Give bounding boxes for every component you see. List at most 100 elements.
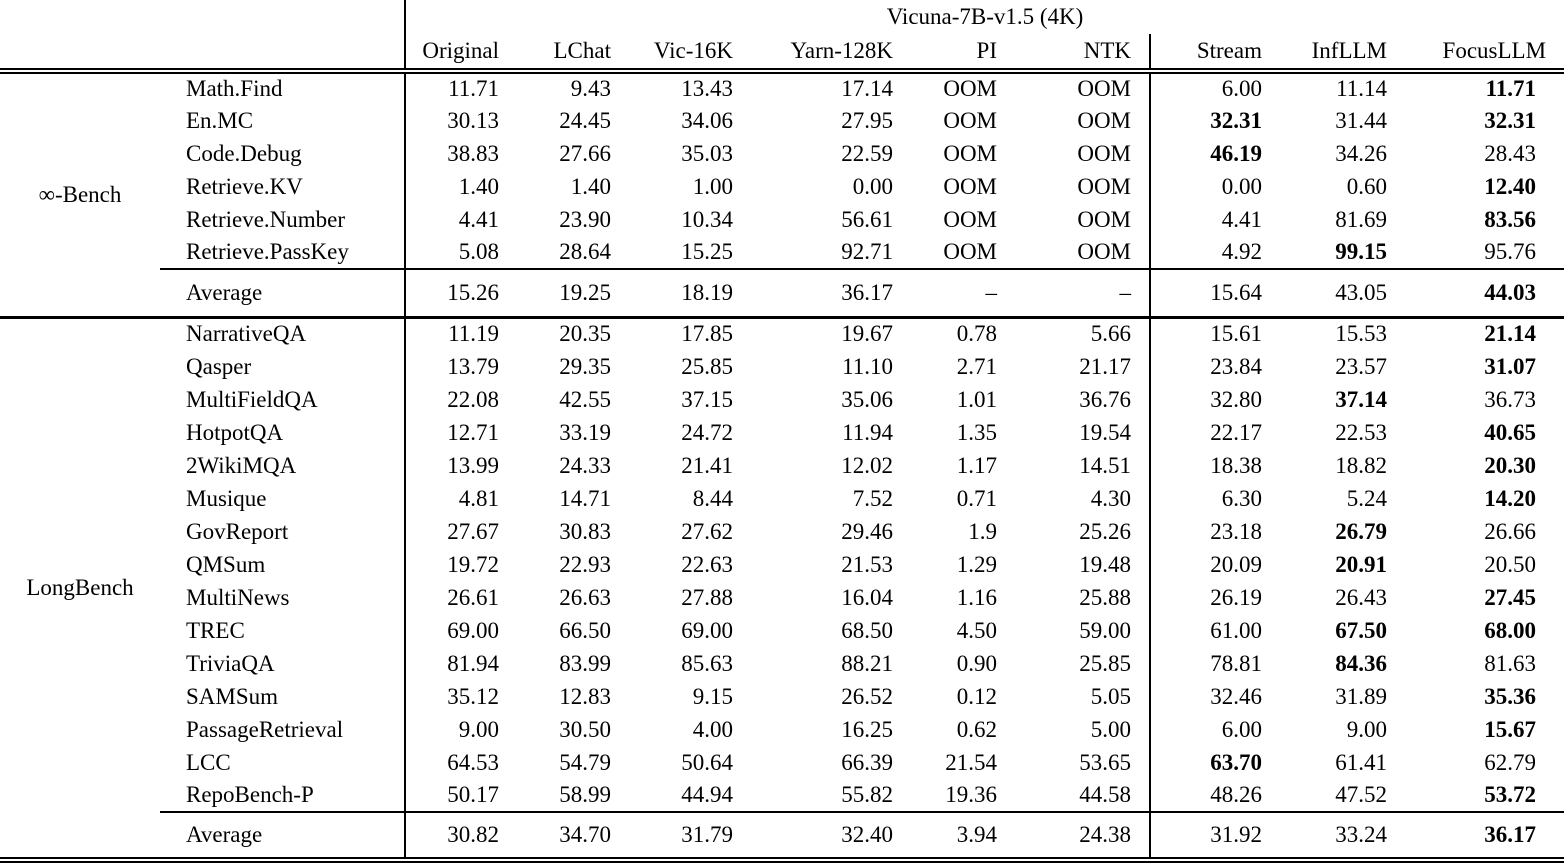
cell-vic-16k: 9.15 [692, 683, 733, 709]
cell-yarn-128k: 16.04 [841, 584, 893, 610]
table-row: PassageRetrieval 9.00 30.50 4.00 16.25 0.62 5.… [0, 713, 1564, 746]
cell-stream: 20.09 [1149, 548, 1280, 581]
cell-pi: 0.90 [956, 650, 997, 676]
cell-yarn-128k: 16.25 [841, 716, 893, 742]
cell-original: 13.79 [404, 350, 517, 383]
cell-ntk: 5.00 [1090, 716, 1131, 742]
task-label: PassageRetrieval [186, 716, 344, 742]
cell-vic-16k: 17.85 [681, 321, 733, 347]
table-row: Retrieve.KV 1.40 1.40 1.00 0.00 OOM OOM 0.00 0.6… [0, 170, 1564, 203]
cell-yarn-128k: 17.14 [841, 76, 893, 101]
cell-focusllm: 40.65 [1484, 419, 1537, 445]
cell-infllm: 11.14 [1336, 76, 1387, 101]
cell-ntk: 14.51 [1079, 452, 1131, 478]
cell-vic-16k: 50.64 [681, 749, 733, 775]
cell-ntk: 25.85 [1079, 650, 1131, 676]
cell-stream: 26.19 [1149, 581, 1280, 614]
cell-yarn-128k: 29.46 [841, 518, 893, 544]
cell-focusllm: 36.17 [1405, 811, 1564, 863]
table-row: MultiNews 26.61 26.63 27.88 16.04 1.16 25.88 26… [0, 581, 1564, 614]
cell-original: 9.00 [404, 713, 517, 746]
cell-stream: 4.41 [1149, 203, 1280, 236]
cell-original: 13.99 [404, 449, 517, 482]
cell-vic-16k: 13.43 [681, 76, 733, 101]
cell-yarn-128k: 88.21 [841, 650, 893, 676]
cell-vic-16k: 25.85 [681, 353, 733, 379]
task-label: Retrieve.Number [186, 206, 346, 232]
cell-original: 26.61 [404, 581, 517, 614]
cell-pi: 4.50 [956, 617, 997, 643]
group-label: ∞-Bench [0, 71, 160, 319]
cell-focusllm: 27.45 [1484, 584, 1537, 610]
cell-infllm: 20.91 [1335, 551, 1387, 577]
cell-stream: 6.00 [1149, 713, 1280, 746]
cell-lchat: 29.35 [559, 353, 611, 379]
cell-pi: 19.36 [945, 782, 997, 807]
table-row: HotpotQA 12.71 33.19 24.72 11.94 1.35 19.54 22.… [0, 416, 1564, 449]
cell-stream: 23.18 [1149, 515, 1280, 548]
column-header-stream: Stream [1149, 34, 1280, 71]
task-label: Retrieve.KV [186, 173, 303, 199]
cell-ntk: 24.38 [1015, 811, 1150, 863]
cell-yarn-128k: 92.71 [841, 239, 893, 264]
task-label: Qasper [186, 353, 252, 379]
task-label: TriviaQA [186, 650, 275, 676]
cell-pi: 3.94 [911, 811, 1015, 863]
cell-focusllm: 14.20 [1484, 485, 1537, 511]
cell-original: 30.13 [404, 104, 517, 137]
average-label: Average [160, 811, 405, 863]
column-header-original: Original [404, 34, 517, 71]
cell-infllm: 99.15 [1335, 239, 1387, 264]
cell-stream: 63.70 [1149, 746, 1280, 779]
cell-vic-16k: 24.72 [681, 419, 733, 445]
cell-focusllm: 68.00 [1484, 617, 1537, 643]
table-row: Code.Debug 38.83 27.66 35.03 22.59 OOM OOM 46.1… [0, 137, 1564, 170]
cell-original: 69.00 [404, 614, 517, 647]
cell-pi: – [911, 268, 1015, 319]
cell-lchat: 22.93 [559, 551, 611, 577]
cell-ntk: 4.30 [1090, 485, 1131, 511]
cell-vic-16k: 85.63 [681, 650, 733, 676]
task-label: HotpotQA [186, 419, 284, 445]
cell-focusllm: 20.50 [1484, 551, 1537, 577]
cell-original: 1.40 [404, 170, 517, 203]
cell-lchat: 19.25 [517, 268, 629, 319]
cell-yarn-128k: 19.67 [841, 321, 893, 347]
cell-stream: 61.00 [1149, 614, 1280, 647]
cell-stream: 4.92 [1149, 236, 1280, 269]
cell-ntk: 19.54 [1079, 419, 1131, 445]
cell-pi: 1.29 [956, 551, 997, 577]
cell-pi: OOM [943, 76, 997, 101]
cell-original: 30.82 [404, 811, 517, 863]
cell-vic-16k: 10.34 [681, 206, 733, 232]
cell-ntk: OOM [1077, 76, 1131, 101]
column-header-vic-16k: Vic-16K [653, 38, 733, 63]
task-label: 2WikiMQA [186, 452, 297, 478]
cell-original: 35.12 [404, 680, 517, 713]
table-row: RepoBench-P 50.17 58.99 44.94 55.82 19.36 44.5… [0, 779, 1564, 812]
cell-ntk: OOM [1077, 206, 1131, 232]
cell-yarn-128k: 11.10 [842, 353, 893, 379]
table-row: ∞-Bench Math.Find 11.71 9.43 13.43 17.14 OOM OO… [0, 71, 1564, 319]
cell-lchat: 30.50 [559, 716, 611, 742]
average-label: Average [160, 268, 405, 319]
table-row: En.MC 30.13 24.45 34.06 27.95 OOM OOM 32.31 31.4… [0, 104, 1564, 137]
cell-stream: 32.46 [1149, 680, 1280, 713]
cell-stream: 32.31 [1149, 104, 1280, 137]
cell-pi: 2.71 [956, 353, 997, 379]
table-row: QMSum 19.72 22.93 22.63 21.53 1.29 19.48 20.09 2… [0, 548, 1564, 581]
cell-stream: 46.19 [1149, 137, 1280, 170]
cell-lchat: 24.45 [559, 107, 611, 133]
cell-yarn-128k: 66.39 [841, 749, 893, 775]
cell-original: 22.08 [404, 383, 517, 416]
cell-infllm: 18.82 [1335, 452, 1387, 478]
cell-pi: 0.71 [956, 485, 997, 511]
cell-lchat: 14.71 [559, 485, 611, 511]
cell-lchat: 26.63 [559, 584, 611, 610]
task-label: En.MC [186, 107, 254, 133]
cell-pi: 1.01 [956, 386, 997, 412]
cell-pi: OOM [943, 206, 997, 232]
cell-focusllm: 62.79 [1484, 749, 1537, 775]
cell-focusllm: 81.63 [1484, 650, 1537, 676]
task-label: GovReport [186, 518, 289, 544]
